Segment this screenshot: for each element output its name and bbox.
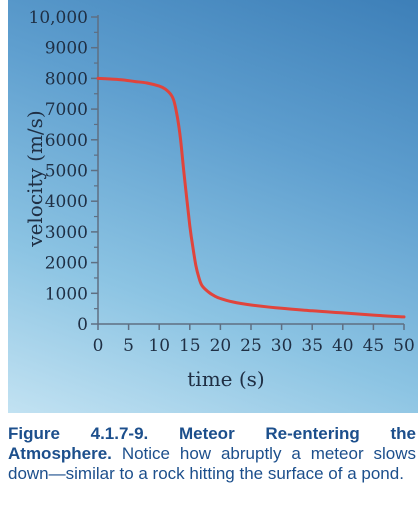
- x-tick-label: 30: [271, 336, 293, 356]
- y-tick-label: 5000: [45, 162, 88, 182]
- x-tick-label: 20: [210, 336, 232, 356]
- y-tick-label: 9000: [45, 39, 88, 59]
- caption-label: Figure 4.1.7-9. Meteor Re-entering the A…: [8, 424, 416, 463]
- y-axis-title: velocity (m/s): [23, 110, 47, 247]
- figure-panel: 0 1000 2000 3000 4000 5000 6000 7000 8000 9000 10,…: [8, 0, 418, 413]
- x-tick-label: 15: [179, 336, 201, 356]
- x-tick-label: 5: [123, 336, 134, 356]
- y-tick-label: 3000: [45, 223, 88, 243]
- x-axis-title: time (s): [187, 367, 264, 391]
- x-tick-label: 10: [148, 336, 170, 356]
- x-tick-label: 40: [332, 336, 354, 356]
- y-tick-label: 2000: [45, 254, 88, 274]
- y-tick-label: 6000: [45, 131, 88, 151]
- y-tick-label: 10,000: [29, 8, 88, 28]
- x-tick-label: 45: [363, 336, 385, 356]
- figure-caption: Figure 4.1.7-9. Meteor Re-entering the A…: [8, 424, 416, 484]
- caption-text: Notice how abruptly a meteor slows down—…: [8, 444, 416, 483]
- x-tick-label: 25: [240, 336, 262, 356]
- velocity-curve: [96, 76, 406, 319]
- axes: [91, 15, 405, 330]
- y-tick-label: 7000: [45, 100, 88, 120]
- x-tick-label: 0: [93, 336, 104, 356]
- y-tick-label: 4000: [45, 192, 88, 212]
- y-tick-label: 8000: [45, 69, 88, 89]
- y-tick-label: 0: [77, 315, 88, 335]
- x-tick-label: 35: [301, 336, 323, 356]
- x-tick-label: 50: [393, 336, 415, 356]
- velocity-time-chart: 0 1000 2000 3000 4000 5000 6000 7000 8000 9000 10,…: [23, 8, 415, 391]
- tick-labels: 0 1000 2000 3000 4000 5000 6000 7000 8000 9000 10,…: [29, 8, 415, 356]
- y-tick-label: 1000: [45, 284, 88, 304]
